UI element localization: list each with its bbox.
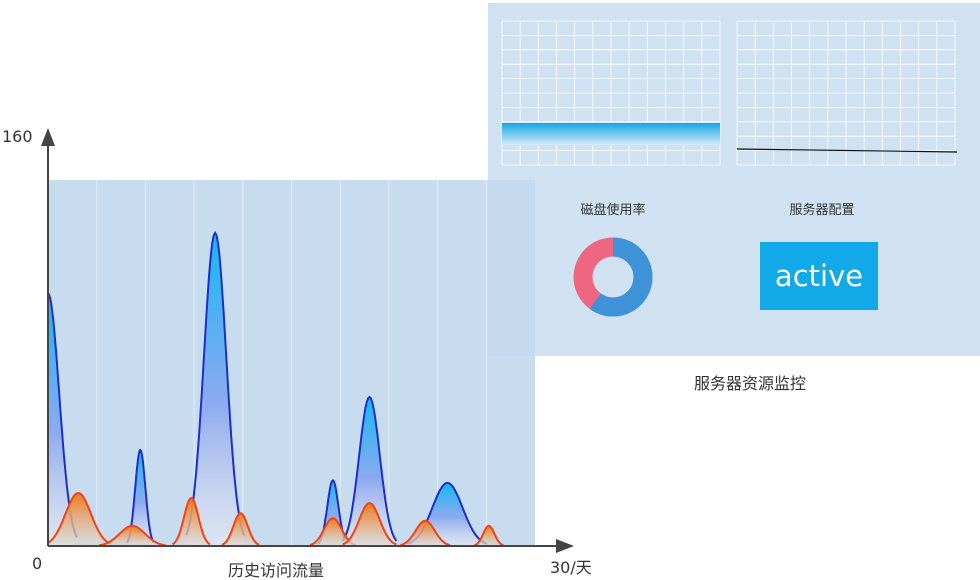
series-1-peak-4-area	[310, 518, 356, 546]
x-axis-title: 历史访问流量	[228, 561, 324, 580]
series-1-peak-0-line	[47, 491, 112, 546]
series-0-peak-0-area	[48, 293, 77, 546]
plot-grid	[96, 180, 487, 546]
series-1-peak-7-line	[474, 524, 504, 547]
series-layer	[47, 230, 504, 547]
server-monitor-panel: 磁盘使用率 服务器配置 active	[488, 3, 980, 356]
series-0-peak-2-line	[185, 230, 246, 536]
mini-grid-right	[736, 20, 956, 166]
y-axis-max-label: 160	[2, 127, 33, 146]
series-1-peak-0-area	[48, 493, 112, 546]
origin-label: 0	[32, 554, 42, 573]
server-config-label: 服务器配置	[789, 203, 855, 218]
series-1-peak-5-line	[342, 502, 397, 546]
mini-chart-right-line	[736, 148, 958, 153]
panel-caption: 服务器资源监控	[693, 374, 806, 393]
donut-used-segment	[573, 237, 653, 317]
server-status-badge: active	[760, 242, 878, 310]
x-axis-arrow	[556, 539, 574, 553]
disk-usage-label: 磁盘使用率	[580, 203, 646, 218]
series-1-peak-3-line	[221, 512, 260, 546]
series-1-peak-7-area	[474, 525, 504, 546]
series-1-peak-6-line	[400, 519, 451, 547]
series-1-peak-3-area	[222, 513, 260, 546]
disk-usage-donut	[573, 237, 653, 317]
y-axis-arrow	[41, 128, 55, 146]
series-0-peak-1-line	[126, 448, 155, 544]
mini-chart-left-bar	[502, 123, 720, 145]
series-0-peak-1-area	[127, 450, 154, 546]
series-0-peak-2-area	[186, 232, 245, 546]
mini-chart-left	[501, 20, 721, 166]
x-axis-unit-label: 30/天	[550, 558, 592, 577]
series-0-peak-4-line	[341, 395, 398, 542]
series-0-peak-4-area	[342, 397, 397, 546]
series-1-peak-5-area	[342, 503, 397, 546]
series-1-peak-2-line	[171, 496, 211, 546]
mini-chart-right	[736, 20, 958, 166]
series-1-peak-6-area	[400, 520, 450, 546]
series-1-peak-2-area	[172, 498, 210, 546]
series-1-peak-1-line	[99, 524, 166, 547]
series-1-peak-1-area	[99, 525, 166, 546]
